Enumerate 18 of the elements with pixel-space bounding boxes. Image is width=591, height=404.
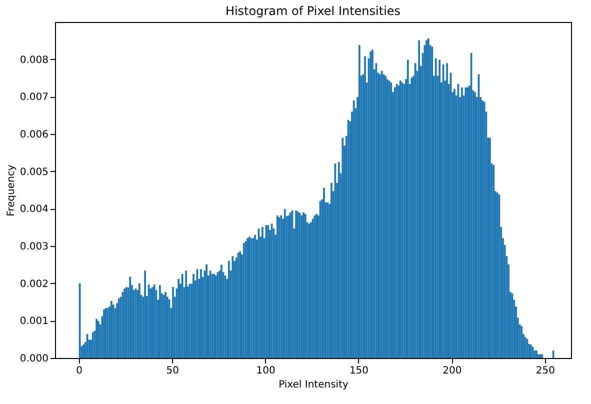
y-tick-label: 0.008 [20, 54, 48, 66]
x-tick-label: 50 [166, 366, 179, 376]
x-tick-label: 150 [349, 366, 369, 376]
chart-title: Histogram of Pixel Intensities [225, 4, 401, 18]
y-tick-label: 0.002 [20, 278, 48, 290]
y-tick-label: 0.005 [20, 166, 48, 178]
y-tick-label: 0.007 [20, 92, 48, 104]
y-tick-label: 0.006 [20, 130, 48, 140]
x-tick-label: 200 [442, 366, 462, 376]
y-tick-label: 0.001 [20, 316, 48, 328]
x-tick-label: 250 [536, 366, 555, 376]
y-tick-label: 0.000 [20, 354, 48, 364]
y-axis-title: Frequency [6, 164, 17, 216]
y-tick-label: 0.003 [20, 242, 48, 252]
y-tick-label: 0.004 [20, 204, 48, 216]
x-tick-label: 0 [76, 366, 83, 376]
x-axis-title: Pixel Intensity [278, 380, 348, 390]
x-tick-label: 100 [256, 366, 276, 376]
